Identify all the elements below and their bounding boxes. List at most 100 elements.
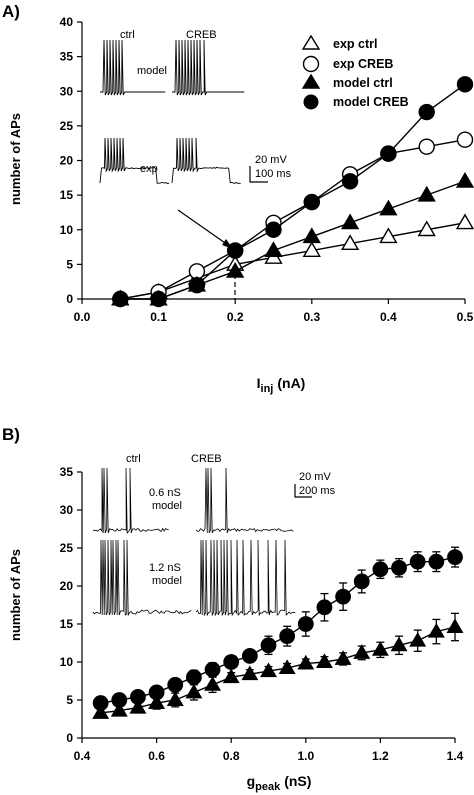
data-point <box>455 171 474 188</box>
trace-model-ctrl <box>100 39 166 96</box>
panel-b-scale-t: 200 ms <box>299 485 336 497</box>
trace-06ns-creb <box>195 467 294 534</box>
panel-a-inset: ctrl CREB model exp 20 mV 100 ms <box>99 29 292 299</box>
panel-b-inset-col-ctrl: ctrl <box>126 453 141 465</box>
data-point <box>390 636 408 652</box>
data-point <box>265 221 282 238</box>
data-point <box>409 553 426 570</box>
panel-b-xlabel-main: g <box>247 773 256 789</box>
panel-a-tick-labels: 0.0 0.1 0.2 0.3 0.4 0.5 0 5 10 15 20 25 30 35 40 <box>60 15 474 324</box>
data-point <box>428 553 445 570</box>
panel-b-series <box>92 546 464 719</box>
series-3 <box>112 76 474 308</box>
y-tick-label: 5 <box>66 257 73 271</box>
panel-b-xlabel-sub: peak <box>255 781 281 793</box>
x-tick-label: 1.2 <box>372 749 389 763</box>
data-point <box>302 227 321 244</box>
data-point <box>446 618 464 634</box>
y-tick-label: 15 <box>60 617 74 631</box>
panel-b-inset-col-creb: CREB <box>191 453 222 465</box>
data-point <box>241 648 258 664</box>
legend-label-exp-creb: exp CREB <box>333 57 393 71</box>
data-point <box>112 290 129 308</box>
series-0 <box>92 546 463 711</box>
data-point <box>148 694 166 710</box>
data-point <box>316 599 333 616</box>
x-tick-label: 0.0 <box>74 310 91 324</box>
data-point <box>447 549 463 566</box>
data-point <box>341 173 359 190</box>
panel-b-tick-labels: 0.4 0.6 0.8 1.0 1.2 1.4 0 5 10 15 20 25 30 35 <box>60 465 464 763</box>
data-point <box>353 573 370 590</box>
x-tick-label: 1.0 <box>297 749 314 763</box>
y-tick-label: 20 <box>60 579 74 593</box>
data-point <box>222 668 240 684</box>
data-point <box>150 290 167 308</box>
panel-b-scale-v: 20 mV <box>299 471 331 483</box>
data-point <box>264 241 283 257</box>
data-point <box>223 654 240 670</box>
y-tick-label: 35 <box>60 50 74 64</box>
series-line <box>120 180 466 300</box>
legend-marker-model-creb <box>303 94 319 110</box>
data-point <box>226 242 244 259</box>
panel-a-series <box>111 76 474 308</box>
data-point <box>353 644 371 659</box>
panel-a-legend: exp ctrl exp CREB model ctrl model CREB <box>301 34 409 110</box>
data-point <box>92 704 110 719</box>
panel-a-inset-row-model: model <box>137 65 167 77</box>
panel-b-axes <box>77 471 456 743</box>
legend-label-model-ctrl: model ctrl <box>333 76 393 90</box>
data-point <box>129 698 147 714</box>
x-tick-label: 0.6 <box>148 749 165 763</box>
data-point <box>334 650 352 665</box>
legend-marker-exp-creb <box>302 55 320 73</box>
trace-12ns-ctrl <box>92 539 192 617</box>
data-point <box>297 654 315 670</box>
trace-exp-creb <box>171 137 241 184</box>
data-point <box>204 661 221 678</box>
x-tick-label: 0.1 <box>150 310 167 324</box>
trace-12ns-creb <box>195 539 296 617</box>
legend-label-exp-ctrl: exp ctrl <box>333 37 377 51</box>
x-tick-label: 0.2 <box>227 310 244 324</box>
panel-b-scale-bar <box>294 484 312 498</box>
y-tick-label: 35 <box>60 465 74 479</box>
data-point <box>297 616 314 632</box>
panel-a-inset-col-creb: CREB <box>186 29 217 41</box>
series-1 <box>92 612 464 719</box>
y-tick-label: 0 <box>66 731 73 745</box>
series-1 <box>112 131 474 308</box>
data-point <box>372 561 389 578</box>
x-tick-label: 0.3 <box>303 310 320 324</box>
panel-b-ylabel: number of APs <box>8 549 23 641</box>
y-tick-label: 0 <box>66 292 73 306</box>
panel-b-label: B) <box>2 425 20 444</box>
data-point <box>340 234 360 251</box>
data-point <box>417 185 436 202</box>
data-point <box>371 641 389 656</box>
trace-model-creb <box>172 39 245 96</box>
panel-a-scale-t: 100 ms <box>255 168 292 180</box>
panel-a: A) number of APs Iinj (nA) 0.0 0.1 0.2 0.3 0.… <box>2 2 474 395</box>
data-point <box>185 669 202 686</box>
data-point <box>427 622 445 638</box>
data-point <box>260 662 277 678</box>
data-point <box>226 261 245 278</box>
y-tick-label: 10 <box>60 655 74 669</box>
y-tick-label: 10 <box>60 223 74 237</box>
data-point <box>455 213 474 230</box>
y-tick-label: 5 <box>66 693 73 707</box>
trace-06ns-ctrl <box>92 467 169 534</box>
panel-a-xlabel-unit: (nA) <box>277 375 305 391</box>
data-point <box>167 676 184 693</box>
panel-a-scale-v: 20 mV <box>255 154 287 166</box>
data-point <box>278 659 296 675</box>
y-tick-label: 30 <box>60 503 74 517</box>
panel-a-ylabel: number of APs <box>8 113 23 205</box>
data-point <box>260 637 277 654</box>
x-tick-label: 0.4 <box>74 749 91 763</box>
data-point <box>456 76 474 93</box>
panel-a-inset-col-ctrl: ctrl <box>120 29 135 41</box>
